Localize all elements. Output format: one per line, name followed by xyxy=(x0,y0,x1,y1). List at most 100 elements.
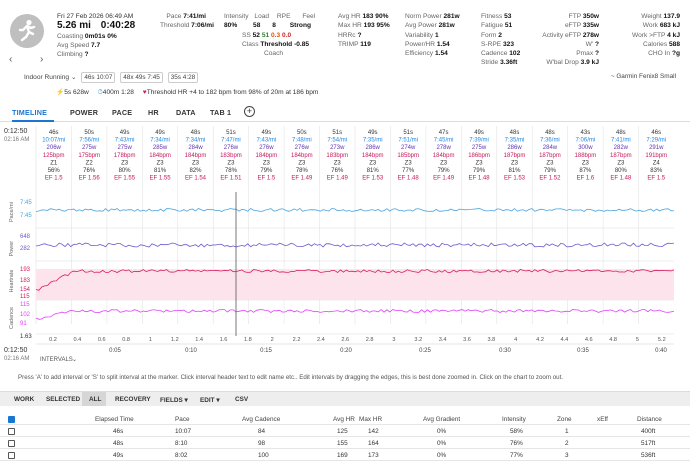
time-tick: 0:10 xyxy=(185,348,197,354)
interval-chip[interactable]: 35s 4:28 xyxy=(167,72,199,83)
threshold-hr-label: Threshold HR +4 to 182 bpm from 98% of 2… xyxy=(146,89,319,96)
row-label: Cadence xyxy=(9,307,15,329)
threshold-label: Threshold xyxy=(160,22,190,30)
interval-pace: 7:51/mi xyxy=(398,138,418,144)
activity-type[interactable]: Indoor Running xyxy=(24,74,70,81)
table-row[interactable]: 48s 8:10 98 155 164 0% 76% 2 517ft xyxy=(0,438,690,449)
col-max-hr[interactable]: Max HR xyxy=(359,416,383,423)
cell-max-hr: 173 xyxy=(368,452,379,459)
add-tab-icon[interactable]: + xyxy=(244,106,255,117)
interval-hr: 183bpm xyxy=(220,153,242,159)
time-tick: 0:15 xyxy=(260,348,272,354)
filter-recovery[interactable]: RECOVERY xyxy=(115,396,151,403)
interval-ef: EF 1.49 xyxy=(327,176,349,182)
hr-series-line xyxy=(35,269,675,291)
interval-duration: 49s xyxy=(155,130,165,136)
interval-pace: 7:36/mi xyxy=(540,138,560,144)
interval-duration: 49s xyxy=(474,130,484,136)
edit-menu[interactable]: EDIT ▾ xyxy=(200,397,220,404)
cell-cadence: 98 xyxy=(258,440,266,447)
col-xeff[interactable]: xEff xyxy=(597,416,608,423)
interval-pace: 7:43/mi xyxy=(115,138,135,144)
rpe-value[interactable]: 8 xyxy=(272,22,276,30)
eftp-label: eFTP xyxy=(565,22,582,30)
selected-filter-highlight xyxy=(82,392,106,406)
interval-ef: EF 1.5 xyxy=(258,176,276,182)
col-intensity[interactable]: Intensity xyxy=(502,416,526,423)
chart-end-clock: 02:16 AM xyxy=(4,356,29,362)
coach-label[interactable]: Coach xyxy=(264,50,284,58)
avg-hr-value: 183 90% xyxy=(362,13,389,20)
table-row[interactable]: 46s 10:07 84 125 142 0% 58% 1 400ft xyxy=(0,426,690,437)
interval-zone: Z3 xyxy=(440,160,448,166)
cell-distance: 517ft xyxy=(641,440,656,447)
interval-zone: Z3 xyxy=(369,160,377,166)
hr-area xyxy=(36,269,674,300)
row-checkbox[interactable] xyxy=(8,440,15,447)
tab-power[interactable]: POWER xyxy=(70,108,99,117)
col-pace[interactable]: Pace xyxy=(175,416,190,423)
filter-selected[interactable]: SELECTED xyxy=(46,396,81,403)
distance-tick: 3.2 xyxy=(414,337,422,343)
interval-percent: 79% xyxy=(473,168,486,174)
csv-button[interactable]: CSV xyxy=(235,396,249,403)
row-checkbox[interactable] xyxy=(8,452,15,459)
interval-power: 274w xyxy=(401,145,416,151)
select-all-checkbox[interactable] xyxy=(8,416,15,423)
col-avg-gradient[interactable]: Avg Gradient xyxy=(423,416,461,423)
interval-power: 275w xyxy=(82,145,97,151)
activity-type-dropdown-icon[interactable]: ⌄ xyxy=(70,74,77,81)
col-elapsed-time[interactable]: Elapsed Time xyxy=(95,416,134,423)
pace-best-badge[interactable]: ⏱400m 1:28 xyxy=(98,89,134,96)
interval-percent: 82% xyxy=(189,168,202,174)
pace-value: 7:41/mi xyxy=(183,13,206,20)
interval-chip[interactable]: 46s 10:07 xyxy=(81,72,116,83)
coasting-label: Coasting xyxy=(57,32,84,40)
hrrc-label: HRRc xyxy=(338,31,356,39)
previous-activity-icon[interactable]: ‹ xyxy=(9,54,13,65)
tab-timeline[interactable]: TIMELINE xyxy=(12,108,48,117)
trimp-value: 119 xyxy=(360,40,371,48)
max-hr-value: 193 95% xyxy=(363,22,390,30)
filter-work[interactable]: WORK xyxy=(14,396,35,403)
interval-pace: 7:34/mi xyxy=(150,138,170,144)
interval-power: 286w xyxy=(366,145,381,151)
hr-tick: 193 xyxy=(20,267,31,273)
max-hr-label: Max HR xyxy=(338,22,362,30)
cell-elapsed: 46s xyxy=(113,428,124,435)
interval-chip[interactable]: 48x 49s 7:45 xyxy=(120,72,163,83)
tab-hr[interactable]: HR xyxy=(148,108,159,117)
stride-value: 3.36ft xyxy=(500,59,518,67)
fields-menu[interactable]: FIELDS ▾ xyxy=(160,397,188,404)
feel-value[interactable]: Strong xyxy=(289,22,311,30)
table-row[interactable]: 49s 8:02 100 169 173 0% 77% 3 536ft xyxy=(0,450,690,461)
activity-tabs: TIMELINE POWER PACE HR DATA TAB 1 + xyxy=(0,104,690,122)
interval-ef: EF 1.54 xyxy=(185,176,207,182)
interval-duration: 48s xyxy=(545,130,555,136)
interval-ef: EF 1.49 xyxy=(433,176,455,182)
power-best-badge[interactable]: ⚡5s 628w xyxy=(56,89,89,96)
interval-ef: EF 1.48 xyxy=(398,176,420,182)
col-zone[interactable]: Zone xyxy=(557,416,572,423)
col-avg-hr[interactable]: Avg HR xyxy=(333,416,355,423)
col-distance[interactable]: Distance xyxy=(637,416,662,423)
interval-zone: Z3 xyxy=(157,160,165,166)
next-activity-icon[interactable]: › xyxy=(40,54,44,65)
interval-power: 291w xyxy=(649,145,664,151)
threshold-hr-badge[interactable]: ♥Threshold HR +4 to 182 bpm from 98% of … xyxy=(143,89,319,96)
tab-pace[interactable]: PACE xyxy=(112,108,133,117)
avg-power-label: Avg Power xyxy=(405,22,437,30)
tab-data[interactable]: DATA xyxy=(176,108,196,117)
cell-gradient: 0% xyxy=(437,452,447,459)
filter-all[interactable]: ALL xyxy=(89,396,102,403)
distance-tick: 1 xyxy=(149,337,152,343)
interval-zone: Z3 xyxy=(121,160,129,166)
tab-1[interactable]: TAB 1 xyxy=(210,108,232,117)
distance-tick: 3.4 xyxy=(439,337,447,343)
interval-zone: Z3 xyxy=(263,160,271,166)
row-checkbox[interactable] xyxy=(8,428,15,435)
interval-duration: 49s xyxy=(262,130,272,136)
distance-tick: 0.4 xyxy=(74,337,82,343)
col-avg-cadence[interactable]: Avg Cadence xyxy=(242,416,281,423)
